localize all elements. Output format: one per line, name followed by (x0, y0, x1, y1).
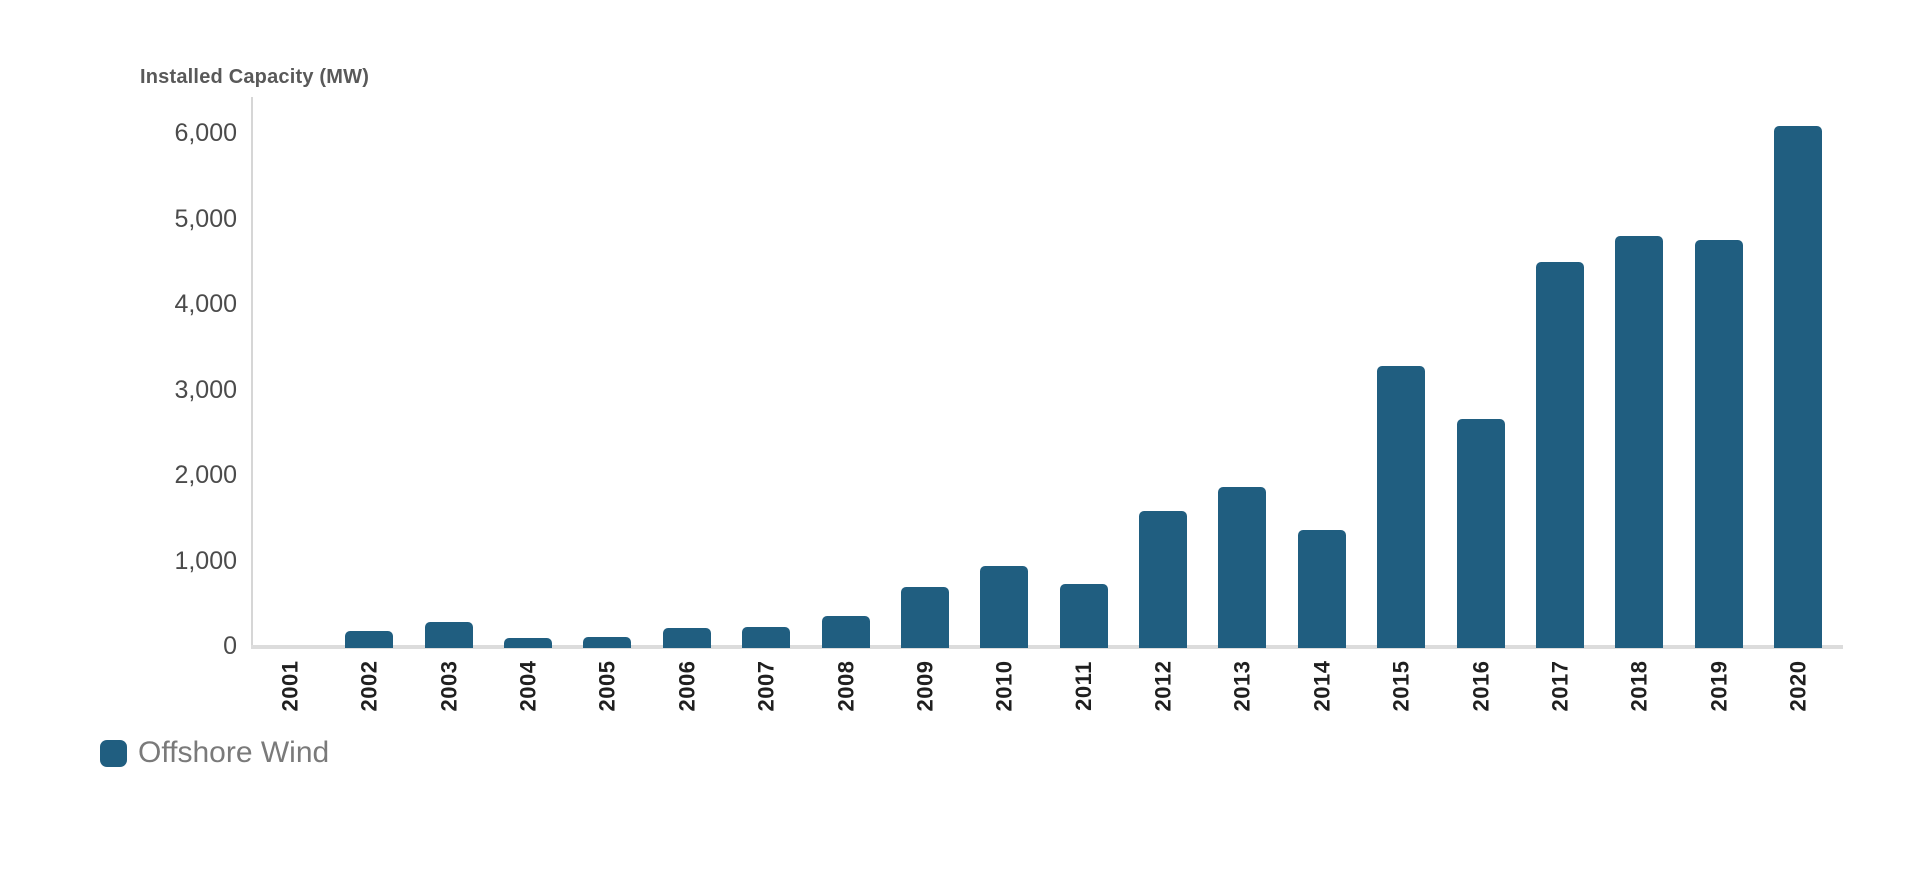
x-axis-label-2014: 2014 (1308, 660, 1334, 712)
x-axis-label-2008: 2008 (832, 660, 858, 712)
bar-2015[interactable] (1377, 366, 1425, 648)
bar-2012[interactable] (1139, 511, 1187, 648)
bar-2020[interactable] (1774, 126, 1822, 648)
bar-2008[interactable] (822, 616, 870, 648)
x-axis-label-2015: 2015 (1387, 660, 1413, 712)
legend-item-offshore-wind[interactable]: Offshore Wind (100, 736, 329, 770)
legend-swatch-icon (100, 739, 127, 767)
y-axis-line (251, 97, 253, 649)
bar-2010[interactable] (980, 566, 1028, 648)
x-axis-label-2011: 2011 (1070, 661, 1096, 711)
bar-2003[interactable] (425, 622, 473, 648)
y-axis-tick-0: 0 (223, 632, 237, 660)
bar-2009[interactable] (901, 587, 949, 648)
x-axis-label-2018: 2018 (1625, 660, 1651, 712)
legend: Offshore Wind (100, 736, 329, 770)
x-axis-label-2001: 2001 (276, 660, 302, 712)
y-axis-tick-5000: 5,000 (174, 204, 237, 233)
bar-2019[interactable] (1695, 240, 1743, 648)
x-axis-label-2002: 2002 (355, 660, 381, 712)
bar-2011[interactable] (1060, 584, 1108, 648)
bar-2014[interactable] (1298, 530, 1346, 648)
bar-2013[interactable] (1218, 487, 1266, 648)
x-axis-label-2006: 2006 (673, 660, 699, 712)
x-axis-line (251, 645, 1843, 649)
x-axis-label-2005: 2005 (593, 660, 619, 712)
chart-title: Installed Capacity (MW) (140, 66, 370, 88)
x-axis-label-2019: 2019 (1705, 660, 1731, 712)
bar-2017[interactable] (1536, 262, 1584, 648)
x-axis-label-2020: 2020 (1784, 660, 1810, 712)
bar-2006[interactable] (663, 628, 711, 648)
bar-2018[interactable] (1615, 236, 1663, 648)
x-axis-label-2009: 2009 (911, 660, 937, 712)
y-axis-tick-1000: 1,000 (174, 546, 237, 575)
y-axis-tick-3000: 3,000 (174, 375, 237, 404)
y-axis-tick-4000: 4,000 (174, 290, 237, 318)
x-axis-label-2004: 2004 (514, 660, 540, 712)
bar-2002[interactable] (345, 631, 393, 648)
x-axis-label-2003: 2003 (435, 660, 461, 712)
x-axis-label-2013: 2013 (1228, 660, 1254, 712)
x-axis-label-2012: 2012 (1149, 660, 1175, 712)
x-axis-label-2016: 2016 (1467, 660, 1493, 712)
legend-label: Offshore Wind (138, 736, 330, 769)
bar-2005[interactable] (583, 637, 631, 648)
x-axis-label-2007: 2007 (752, 660, 778, 712)
bar-2016[interactable] (1457, 419, 1505, 648)
bar-2007[interactable] (742, 627, 790, 648)
x-axis-label-2010: 2010 (990, 660, 1016, 712)
x-axis-label-2017: 2017 (1546, 660, 1572, 712)
y-axis-tick-2000: 2,000 (174, 461, 237, 489)
y-axis-tick-6000: 6,000 (174, 119, 237, 147)
bar-2004[interactable] (504, 638, 552, 648)
